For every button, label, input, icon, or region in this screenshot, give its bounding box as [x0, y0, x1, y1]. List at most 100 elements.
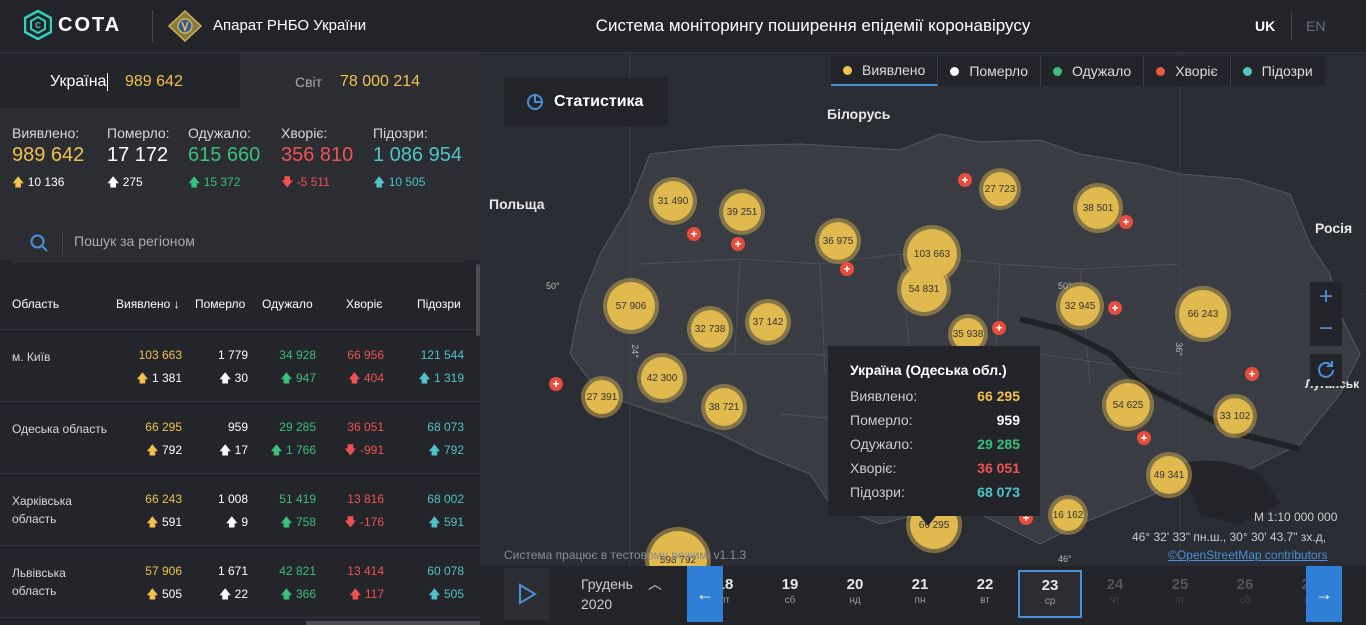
search-input[interactable]	[74, 233, 444, 249]
cell-value: 51 419	[279, 492, 316, 506]
play-button[interactable]	[504, 568, 550, 620]
scrollbar[interactable]	[476, 264, 480, 336]
hospital-marker-icon[interactable]: +	[1108, 301, 1122, 315]
arrow-up-icon: 🡅	[349, 587, 365, 601]
dot-icon	[1156, 66, 1166, 76]
day-item[interactable]: 24 чт	[1090, 576, 1140, 606]
day-number: 21	[911, 576, 929, 593]
legend-recovered[interactable]: Одужало	[1041, 56, 1145, 86]
table-row[interactable]: Харківська область 66 243 🡅 591 1 008 🡅 9 51 …	[0, 474, 480, 546]
legend-sick[interactable]: Хворіє	[1144, 56, 1231, 86]
arrow-down-icon: 🡇	[344, 443, 360, 457]
case-cluster-marker[interactable]: 32 945	[1056, 282, 1104, 330]
col-dead[interactable]: Померло	[195, 297, 246, 311]
hospital-marker-icon[interactable]: +	[1245, 367, 1259, 381]
case-cluster-marker[interactable]: 38 721	[701, 384, 747, 430]
cell-value: 57 906	[145, 564, 182, 578]
case-cluster-marker[interactable]: 42 300	[637, 353, 687, 403]
case-cluster-marker[interactable]: 37 142	[745, 299, 791, 345]
prev-day-button[interactable]: ←	[687, 566, 723, 622]
table-row[interactable]: Одеська область 66 295 🡅 792 959 🡅 17 29 285 🡅…	[0, 402, 480, 474]
cell-value: 103 663	[138, 348, 182, 362]
scope-ukraine-tab[interactable]: Україна 989 642	[0, 54, 240, 108]
case-cluster-marker[interactable]: 36 975	[815, 218, 861, 264]
stat-suspected: Підозри: 1 086 954 🡅 10 505	[373, 125, 462, 194]
day-item[interactable]: 22 вт	[960, 576, 1010, 606]
hospital-marker-icon[interactable]: +	[840, 262, 854, 276]
table-row[interactable]: м. Київ 103 663 🡅 1 381 1 779 🡅 30 34 928 🡅 94…	[0, 330, 480, 402]
case-cluster-marker[interactable]: 49 341	[1146, 452, 1192, 498]
day-item[interactable]: 26 сб	[1220, 576, 1270, 606]
case-cluster-marker[interactable]: 66 243	[1175, 286, 1231, 342]
col-suspected[interactable]: Підозри	[417, 297, 461, 311]
day-weekday: пт	[1175, 595, 1185, 606]
horizontal-scrollbar[interactable]	[306, 621, 480, 625]
legend-dead[interactable]: Померло	[938, 56, 1042, 86]
day-item[interactable]: 20 нд	[830, 576, 880, 606]
hospital-marker-icon[interactable]: +	[958, 173, 972, 187]
arrow-up-icon: 🡅	[418, 371, 434, 385]
legend-detected[interactable]: Виявлено	[831, 56, 939, 86]
arrow-up-icon: 🡅	[280, 515, 296, 529]
cell-value: 66 295	[145, 420, 182, 434]
osm-attribution-link[interactable]: ©OpenStreetMap contributors	[1168, 548, 1328, 562]
refresh-button[interactable]	[1310, 354, 1342, 386]
day-item[interactable]: 23 ср	[1018, 570, 1082, 618]
case-cluster-marker[interactable]: 32 738	[687, 306, 733, 352]
statistics-button[interactable]: Статистика	[504, 78, 668, 126]
chevron-up-icon[interactable]: ︿	[648, 576, 662, 592]
scope-ukraine-value: 989 642	[125, 73, 183, 90]
hospital-marker-icon[interactable]: +	[1137, 431, 1151, 445]
sort-arrow-icon: ↓	[170, 297, 180, 311]
col-sick[interactable]: Хворіє	[346, 297, 383, 311]
stat-delta: 275	[122, 175, 143, 189]
case-cluster-marker[interactable]: 39 251	[719, 189, 765, 235]
col-detected[interactable]: Виявлено ↓	[116, 297, 180, 311]
month-select[interactable]: Грудень	[581, 576, 633, 592]
zoom-in-button[interactable]: +	[1310, 282, 1342, 314]
case-cluster-marker[interactable]: 38 501	[1073, 183, 1123, 233]
stat-label: Померло:	[107, 125, 170, 141]
stat-value: 17 172	[107, 144, 169, 166]
day-item[interactable]: 21 пн	[895, 576, 945, 606]
case-cluster-marker[interactable]: 33 102	[1213, 394, 1257, 438]
scope-world-tab[interactable]: Світ 78 000 214	[240, 54, 480, 108]
case-cluster-marker[interactable]: 31 490	[649, 177, 697, 225]
next-day-button[interactable]: →	[1306, 566, 1342, 622]
case-cluster-marker[interactable]: 54 625	[1102, 379, 1154, 431]
arrow-up-icon: 🡅	[218, 443, 235, 457]
day-weekday: сб	[1239, 595, 1251, 606]
lang-en-button[interactable]: EN	[1306, 18, 1326, 34]
day-item[interactable]: 19 сб	[765, 576, 815, 606]
hospital-marker-icon[interactable]: +	[549, 377, 563, 391]
lang-uk-button[interactable]: UK	[1255, 18, 1276, 34]
col-region[interactable]: Область	[12, 297, 60, 311]
arrow-up-icon: 🡅	[136, 371, 152, 385]
zoom-out-button[interactable]: −	[1310, 314, 1342, 346]
case-cluster-marker[interactable]: 35 938	[948, 314, 988, 354]
cota-logo[interactable]: C COTA	[24, 10, 121, 40]
hospital-marker-icon[interactable]: +	[992, 321, 1006, 335]
search-icon[interactable]	[30, 234, 48, 252]
cell-delta: 17	[234, 443, 248, 457]
hospital-marker-icon[interactable]: +	[1119, 215, 1133, 229]
day-item[interactable]: 25 пт	[1155, 576, 1205, 606]
case-cluster-marker[interactable]: 16 162	[1048, 495, 1088, 535]
hospital-marker-icon[interactable]: +	[731, 237, 745, 251]
country-label-poland: Польща	[489, 196, 545, 212]
table-row[interactable]: Львівська область 57 906 🡅 505 1 671 🡅 22 42 …	[0, 546, 480, 618]
case-cluster-marker[interactable]: 57 906	[603, 278, 659, 334]
col-recovered[interactable]: Одужало	[262, 297, 313, 311]
cell-delta: 366	[295, 587, 316, 601]
cell-delta: -991	[359, 443, 384, 457]
case-cluster-marker[interactable]: 27 391	[581, 376, 623, 418]
hospital-marker-icon[interactable]: +	[687, 227, 701, 241]
case-cluster-marker[interactable]: 54 831	[897, 262, 951, 316]
case-cluster-marker[interactable]: 27 723	[979, 168, 1021, 210]
legend-suspected[interactable]: Підозри	[1231, 56, 1325, 86]
cell-value: 29 285	[279, 420, 316, 434]
cell-value: 13 816	[347, 492, 384, 506]
cota-hexagon-icon: C	[24, 10, 52, 40]
stat-sick: Хворіє: 356 810 🡇 -5 511	[281, 125, 353, 194]
region-search	[12, 223, 464, 263]
